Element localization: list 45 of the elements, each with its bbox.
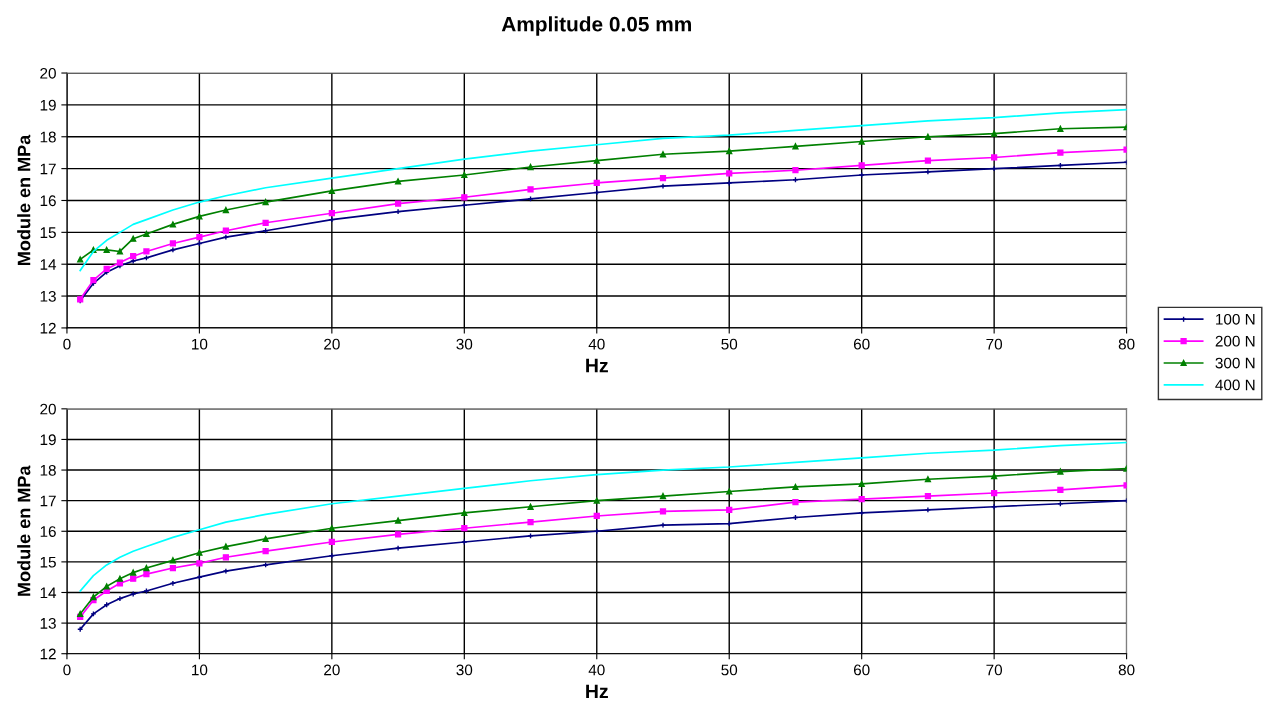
x-tick-label: 40 [588,664,605,676]
x-tick-label: 20 [324,338,340,350]
y-tick-label: 19 [40,434,56,446]
y-tick-label: 15 [40,556,56,568]
legend-label: 400 N [1215,379,1255,391]
x-tick-label: 70 [986,338,1003,350]
x-tick-label: 50 [721,338,738,350]
x-tick-label: 30 [456,664,473,676]
y-tick-label: 14 [40,259,57,270]
y-tick-label: 13 [40,290,56,302]
y-axis-title: Module en MPa [17,465,31,596]
x-axis-title: Hz [586,684,608,699]
y-tick-label: 16 [40,195,56,207]
y-tick-label: 13 [40,617,56,629]
chart-title: Amplitude 0.05 mm [501,16,691,36]
y-tick-label: 15 [40,227,56,239]
x-tick-label: 0 [63,338,71,350]
x-tick-label: 30 [456,338,473,350]
x-tick-label: 70 [986,664,1003,676]
x-tick-label: 80 [1118,338,1135,350]
y-tick-label: 17 [40,495,56,507]
y-tick-label: 20 [40,67,56,79]
y-tick-label: 12 [40,648,56,660]
y-tick-label: 17 [40,163,56,175]
x-tick-label: 40 [588,338,605,350]
x-tick-label: 0 [63,664,71,676]
x-tick-label: 60 [853,664,870,676]
x-tick-label: 20 [324,664,340,676]
y-axis-title: Module en MPa [17,134,31,265]
y-tick-label: 12 [40,322,56,334]
y-tick-label: 20 [40,403,56,415]
y-tick-label: 18 [40,464,56,476]
legend-label: 200 N [1215,335,1255,347]
x-tick-label: 10 [192,338,208,350]
x-tick-label: 60 [853,338,870,350]
y-tick-label: 14 [40,587,57,599]
x-axis-title: Hz [586,358,608,373]
legend-label: 300 N [1215,357,1255,369]
x-tick-label: 80 [1118,664,1135,676]
y-tick-label: 16 [40,526,56,537]
y-tick-label: 19 [40,99,56,111]
x-tick-label: 10 [192,664,208,676]
legend-label: 100 N [1216,313,1255,325]
y-tick-label: 18 [40,131,56,143]
x-tick-label: 50 [721,664,738,676]
